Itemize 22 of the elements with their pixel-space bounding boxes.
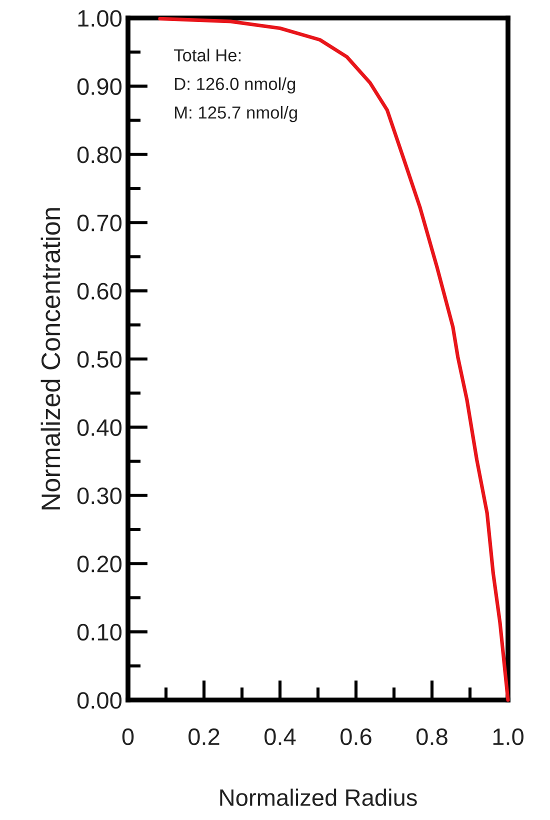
annotation: M: 125.7 nmol/g: [175, 106, 297, 122]
x-tick-label: 0.2: [188, 728, 220, 746]
x-tick-label: 0.6: [340, 728, 372, 746]
y-tick-label: 0.20: [77, 556, 122, 572]
y-tick-label: 0.50: [77, 351, 122, 368]
y-tick-label: 0.10: [77, 624, 122, 641]
y-tick-label: 0.80: [77, 146, 122, 164]
x-axis-title: Normalized Radius: [220, 788, 417, 806]
y-tick-label: 1.00: [78, 10, 122, 27]
y-tick-label: 0.40: [77, 419, 122, 436]
x-tick-label: 0.8: [416, 728, 448, 746]
x-tick-label: 0.4: [264, 728, 296, 746]
y-tick-label: 0.90: [77, 78, 122, 95]
y-tick-label: 0.60: [77, 282, 122, 300]
y-tick-label: 0.70: [77, 214, 122, 232]
x-tick-label: 1.0: [493, 728, 524, 746]
y-tick-label: 0.30: [77, 487, 122, 504]
y-tick-label: 0.00: [77, 692, 122, 709]
annotation: D: 126.0 nmol/g: [175, 77, 296, 94]
annotation: Total He:: [174, 48, 241, 62]
x-tick-label: 0: [122, 728, 134, 746]
y-axis-title: Normalized Concentration: [40, 208, 60, 510]
